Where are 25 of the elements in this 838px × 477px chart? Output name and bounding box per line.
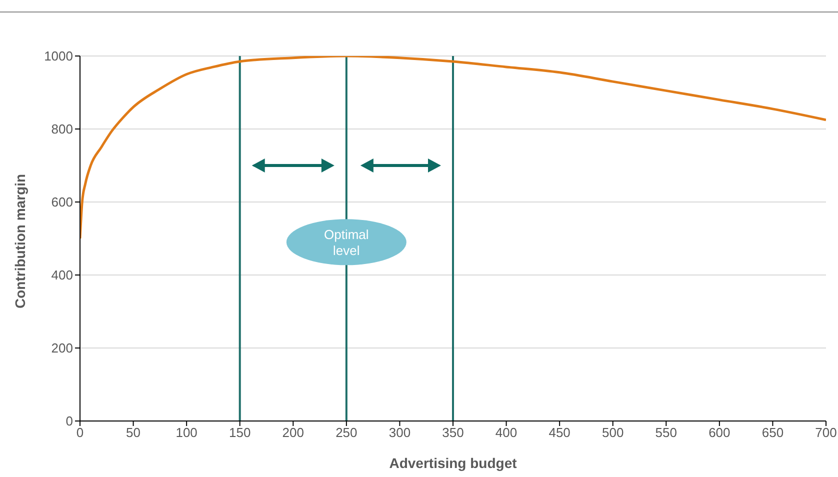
x-tick-label: 600 — [708, 425, 730, 440]
x-tick-label: 100 — [176, 425, 198, 440]
x-tick-label: 650 — [762, 425, 784, 440]
y-tick-label: 1000 — [44, 48, 73, 64]
x-tick-label: 0 — [76, 425, 84, 440]
x-tick-label: 500 — [602, 425, 624, 440]
x-tick-label: 250 — [336, 425, 358, 440]
x-tick-label: 50 — [126, 425, 141, 440]
y-tick-label: 600 — [51, 194, 73, 210]
x-tick-label: 200 — [282, 425, 304, 440]
y-tick-label: 800 — [51, 122, 73, 137]
x-tick-label: 400 — [495, 425, 518, 440]
x-axis-title: Advertising budget — [389, 455, 518, 471]
y-tick-label: 400 — [51, 268, 73, 283]
x-tick-label: 700 — [815, 425, 837, 440]
x-tick-label: 150 — [229, 425, 251, 440]
x-tick-label: 300 — [388, 425, 411, 440]
y-tick-label: 0 — [66, 414, 73, 429]
x-tick-label: 350 — [442, 425, 464, 440]
annotation: Optimal level — [324, 227, 369, 258]
x-tick-label: 450 — [548, 425, 570, 440]
y-axis-title: Contribution margin — [12, 174, 28, 308]
x-tick-label: 550 — [655, 425, 677, 440]
line-series — [80, 56, 826, 240]
y-tick-label: 200 — [51, 340, 73, 356]
